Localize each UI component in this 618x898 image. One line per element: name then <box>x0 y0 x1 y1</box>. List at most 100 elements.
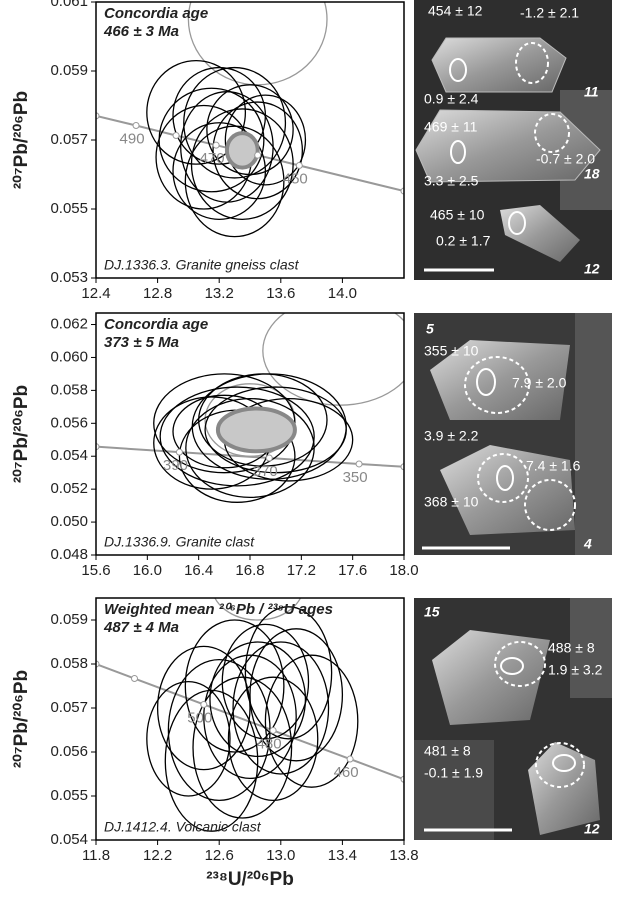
plot-frame <box>95 312 405 556</box>
y-tick-label: 0.048 <box>50 546 88 563</box>
concordia-marker <box>265 454 273 462</box>
concordia-marker <box>175 448 183 456</box>
x-tick-label: 14.0 <box>328 285 357 302</box>
cl-label: 368 ± 10 <box>424 494 479 510</box>
x-tick-label: 11.8 <box>82 847 110 864</box>
x-tick-label: 17.2 <box>287 562 316 579</box>
error-ellipse <box>224 131 260 170</box>
x-tick-label: 12.8 <box>143 285 172 302</box>
error-ellipse <box>224 94 307 186</box>
plot-frame <box>95 1 405 279</box>
cl-label: 7.4 ± 1.6 <box>526 458 581 474</box>
concordia-age-label: 450 <box>283 170 308 187</box>
error-ellipse <box>227 676 319 802</box>
concordia-age-label: 500 <box>187 709 212 726</box>
error-ellipse <box>190 108 294 220</box>
cl-label: 0.9 ± 2.4 <box>424 91 479 107</box>
x-tick-label: 16.0 <box>133 562 162 579</box>
cl-label: 355 ± 10 <box>424 343 479 359</box>
error-ellipse <box>167 658 271 802</box>
y-tick-label: 0.062 <box>50 315 88 332</box>
x-tick-label: 13.8 <box>389 847 418 864</box>
concordia-age-label: 480 <box>257 735 282 752</box>
x-tick-label: 13.4 <box>328 847 357 864</box>
x-tick-label: 13.2 <box>205 285 234 302</box>
error-ellipse <box>203 654 297 780</box>
concordia-marker <box>346 755 354 763</box>
error-ellipse <box>221 623 310 740</box>
y-tick-label: 0.058 <box>50 655 88 672</box>
cl-label: 18 <box>584 166 600 182</box>
y-tick-label: 0.057 <box>50 131 88 148</box>
error-ellipse <box>192 676 293 819</box>
concordia-marker <box>200 700 208 708</box>
concordia-marker <box>212 141 220 149</box>
y-tick-label: 0.060 <box>50 348 88 365</box>
cl-label: 15 <box>424 604 440 620</box>
cl-label: 12 <box>584 821 600 837</box>
error-ellipse <box>264 654 359 788</box>
error-ellipse <box>244 606 333 740</box>
plot-area <box>96 598 404 832</box>
y-tick-label: 0.055 <box>50 200 88 217</box>
concordia-marker <box>295 162 303 170</box>
y-tick-label: 0.050 <box>50 513 88 530</box>
x-tick-label: 18.0 <box>389 562 418 579</box>
cl-label: 3.9 ± 2.2 <box>424 428 479 444</box>
error-ellipse <box>183 66 287 179</box>
error-ellipse <box>184 125 285 238</box>
concordia-age-label: 370 <box>253 463 278 480</box>
x-tick-label: 12.4 <box>81 285 110 302</box>
chart-title: Concordia age <box>104 316 208 333</box>
cl-label: 465 ± 10 <box>430 207 485 223</box>
error-ellipse <box>232 641 330 775</box>
concordia-marker <box>355 460 363 468</box>
chart-subtitle: 487 ± 4 Ma <box>103 619 179 636</box>
x-tick-label: 16.8 <box>235 562 264 579</box>
error-ellipse <box>187 2 328 86</box>
cl-label: -0.7 ± 2.0 <box>536 151 595 167</box>
concordia-marker <box>132 122 140 130</box>
error-ellipse <box>172 122 267 220</box>
cl-label: 7.9 ± 2.0 <box>512 375 567 391</box>
concordia-marker <box>131 675 138 683</box>
cl-panels: 454 ± 12 -1.2 ± 2.1 0.9 ± 2.4 11 469 ± 1… <box>414 0 612 840</box>
concordia-marker <box>269 726 277 734</box>
y-axis-label: ²⁰⁷Pb/²⁰⁶Pb <box>11 670 32 768</box>
x-tick-label: 13.6 <box>266 285 295 302</box>
x-tick-label: 12.2 <box>143 847 172 864</box>
x-tick-label: 16.4 <box>184 562 213 579</box>
error-ellipse <box>156 645 251 771</box>
sample-note: DJ.1412.4. Volcanic clast <box>104 819 262 835</box>
y-axis-label: ²⁰⁷Pb/²⁰⁶Pb <box>11 91 32 189</box>
sample-note: DJ.1336.3. Granite gneiss clast <box>104 257 300 273</box>
cl-label: 12 <box>584 261 600 277</box>
cl-label: 11 <box>584 84 599 100</box>
chart-subtitle: 373 ± 5 Ma <box>104 334 179 351</box>
y-tick-label: 0.052 <box>50 480 88 497</box>
cl-label: 0.2 ± 1.7 <box>436 233 491 249</box>
y-tick-label: 0.057 <box>50 699 88 716</box>
chart-title: Concordia age <box>104 5 208 22</box>
y-tick-label: 0.059 <box>50 62 88 79</box>
chart-title: Weighted mean ²⁰⁶Pb / ²³⁸U ages <box>104 601 333 618</box>
x-tick-label: 13.0 <box>266 847 295 864</box>
error-ellipse <box>214 598 302 621</box>
x-tick-label: 17.6 <box>338 562 367 579</box>
error-ellipse <box>146 60 247 165</box>
cl-label: 469 ± 11 <box>424 119 478 135</box>
concordia-age-label: 460 <box>334 764 359 781</box>
error-ellipse <box>249 628 344 762</box>
error-ellipse <box>164 689 259 832</box>
cl-label: 481 ± 8 <box>424 743 471 759</box>
y-tick-label: 0.054 <box>50 447 88 464</box>
x-tick-label: 15.6 <box>81 562 110 579</box>
concordia-age-label: 470 <box>200 150 225 167</box>
y-tick-label: 0.056 <box>50 743 88 760</box>
cl-label: -1.2 ± 2.1 <box>520 5 579 21</box>
x-tick-label: 12.6 <box>205 847 234 864</box>
cl-label: 3.3 ± 2.5 <box>424 173 479 189</box>
concordia-age-label: 390 <box>163 457 188 474</box>
y-tick-label: 0.053 <box>50 269 88 286</box>
